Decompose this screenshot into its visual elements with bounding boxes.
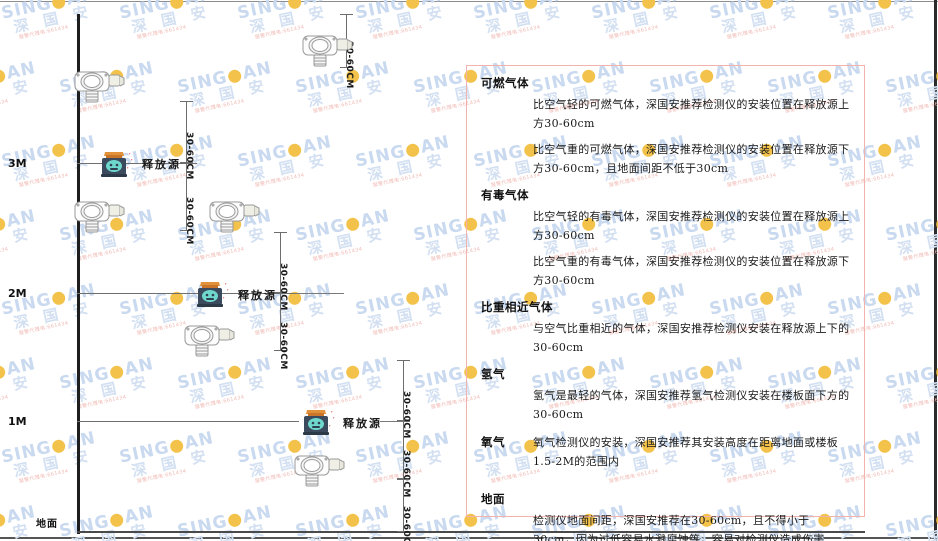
level-line-1m [77,421,299,422]
dimension-line [280,232,281,293]
section-title-flammable: 可燃气体 [481,76,529,90]
dimension-text: 30-60CM [278,322,288,370]
dimension-cap-bottom [274,292,287,293]
release-source-icon [99,147,138,185]
dimension-cap-top [180,163,193,164]
level-line-3m [77,163,197,164]
gas-detector-icon [70,66,128,112]
dimension-cap-bottom [397,420,410,421]
dimension-leader-2m [292,293,344,294]
dimension-line [280,293,281,351]
release-source-label: 释放源 [238,289,277,302]
section-text-toxic-heavy: 比空气重的有毒气体，深国安推荐检测仪的安装位置在释放源下方30-60cm [533,255,850,287]
level-line-2m [77,293,292,294]
release-source-label: 释放源 [142,158,181,171]
section-oxygen: 氧气 氧气检测仪的安装，深国安推荐其安装高度在距离地面或楼板1.5-2M的范围内 [481,433,850,471]
vertical-axis [77,14,80,534]
dimension-cap-top [180,101,193,102]
frame-top-edge [0,1,938,2]
section-text-flammable-heavy: 比空气重的可燃气体，深国安推荐检测仪的安装位置在释放源下方30-60cm，且地面… [533,143,850,175]
gas-detector-icon [290,450,348,496]
gas-detector-icon [205,196,263,242]
dimension-line [403,479,404,532]
section-text-similar-density: 与空气比重相近的气体，深国安推荐检测仪安装在释放源上下的30-60cm [533,322,850,354]
section-text-toxic-light: 比空气轻的有毒气体，深国安推荐检测仪的安装位置在释放源上方30-60cm [533,210,850,242]
section-title-hydrogen: 氢气 [481,367,505,381]
dimension-cap-bottom [340,67,353,68]
dimension-cap-bottom [397,478,410,479]
dimension-cap-top [274,293,287,294]
release-source-label: 释放源 [343,417,382,430]
dimension-cap-bottom [180,162,193,163]
dimension-line [403,421,404,479]
release-source-icon [301,405,340,443]
dimension-cap-top [397,479,410,480]
dimension-text: 30-60CM [401,505,411,541]
dimension-cap-top [340,14,353,15]
axis-label-3m: 3M [8,157,27,170]
section-text-ground: 检测仪地面间距，深国安推荐在30-60cm，且不得小于30cm，因为过低容易水溅… [533,514,825,541]
dimension-cap-top [397,360,410,361]
section-text-flammable-light: 比空气轻的可燃气体，深国安推荐检测仪的安装位置在释放源上方30-60cm [533,98,850,130]
axis-label-2m: 2M [8,287,27,300]
section-title-toxic: 有毒气体 [481,188,529,202]
frame-right-edge [934,0,937,541]
gas-detector-icon [298,30,356,76]
dimension-cap-top [274,232,287,233]
section-title-similar-density: 比重相近气体 [481,300,553,314]
dimension-cap-bottom [274,350,287,351]
dimension-text: 30-60CM [184,197,194,245]
section-text-oxygen: 氧气检测仪的安装，深国安推荐其安装高度在距离地面或楼板1.5-2M的范围内 [533,436,839,468]
dimension-cap-bottom [180,230,193,231]
panel-spacer [481,480,850,491]
guidance-panel: 可燃气体 比空气轻的可燃气体，深国安推荐检测仪的安装位置在释放源上方30-60c… [466,65,865,541]
gas-detector-icon [70,196,128,242]
dimension-leader-1m [380,421,404,422]
dimension-cap-bottom [397,531,410,532]
gas-detector-icon [180,320,238,366]
axis-label-1m: 1M [8,415,27,428]
release-source-icon [195,277,234,315]
section-title-ground: 地面 [481,492,505,506]
ground-line [77,531,865,533]
dimension-line [186,101,187,163]
section-title-oxygen: 氧气 [481,435,505,449]
section-text-hydrogen: 氢气是最轻的气体，深国安推荐氢气检测仪安装在楼板面下方的30-60cm [533,389,850,421]
frame-bottom-edge [0,537,938,539]
dimension-line [403,360,404,421]
dimension-line [186,163,187,231]
ground-label: 地面 [36,519,58,530]
